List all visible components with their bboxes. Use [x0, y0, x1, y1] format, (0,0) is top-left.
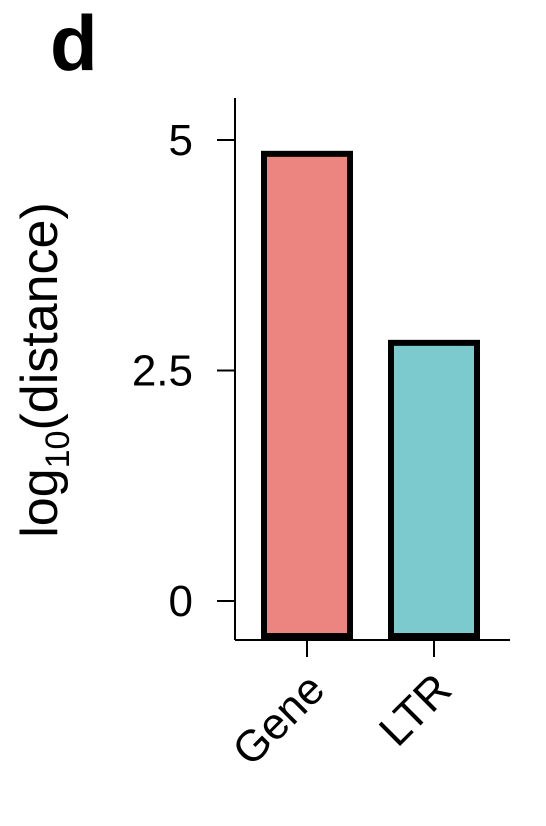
x-axis: Gene LTR	[223, 640, 461, 775]
y-tick-label: 5	[169, 116, 193, 165]
bar-ltr	[388, 339, 480, 639]
y-axis-title-subscript: 10	[39, 431, 77, 469]
x-tick-label: LTR	[370, 664, 461, 755]
bar-gene	[261, 150, 353, 640]
y-axis-title: log10(distance)	[11, 202, 77, 538]
bars	[261, 150, 480, 640]
y-tick-label: 2.5	[132, 347, 193, 396]
y-tick-label: 0	[169, 577, 193, 626]
y-axis-title-base: log	[11, 468, 69, 537]
panel-label: d	[50, 0, 98, 87]
y-axis: 02.55	[132, 116, 235, 626]
y-axis-title-rest: (distance)	[11, 202, 69, 430]
x-tick-label: Gene	[223, 664, 334, 775]
